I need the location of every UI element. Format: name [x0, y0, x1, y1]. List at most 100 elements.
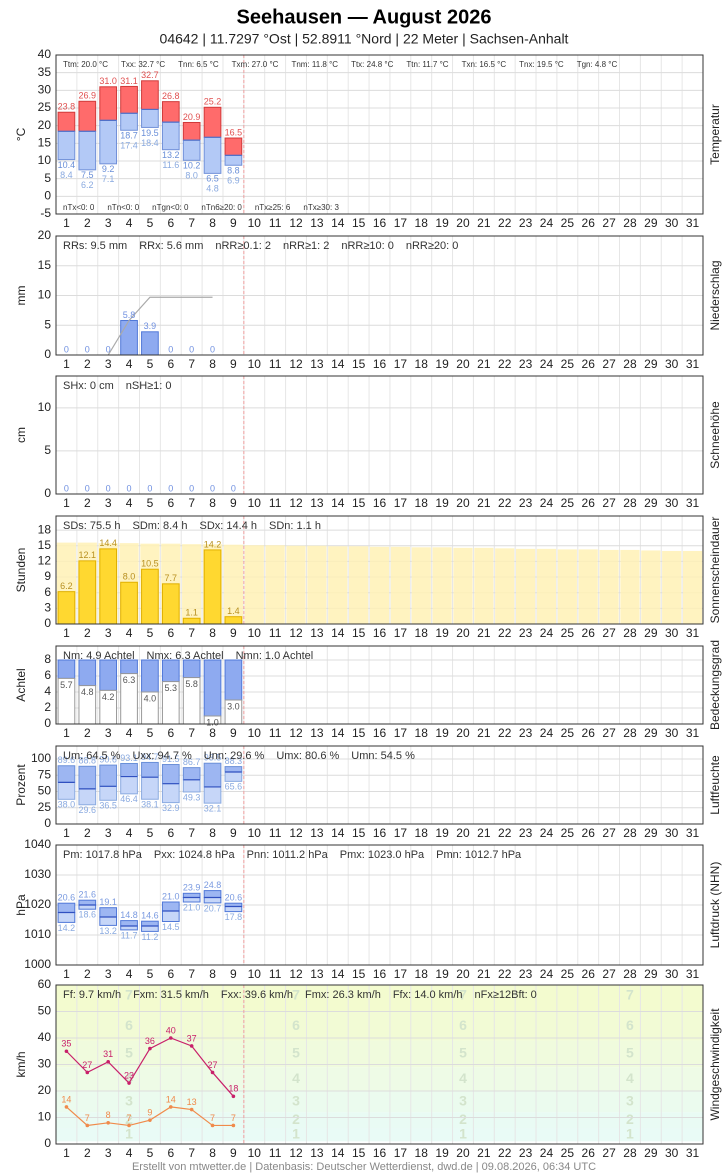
panel-frame [55, 54, 704, 215]
panel-frame [55, 375, 704, 495]
wind-point [210, 1070, 215, 1075]
annotation: nTn6≥20: 0 [201, 203, 242, 212]
y-axis-label: cm [14, 427, 28, 443]
panel-layer [56, 236, 703, 355]
data-label: 16.5 [225, 127, 243, 137]
x-tick-label: 7 [188, 1146, 195, 1160]
y-axis-label: hPa [14, 894, 28, 916]
panel-layer [56, 516, 703, 624]
x-tick-label: 16 [373, 726, 387, 740]
data-label: 19.1 [99, 897, 117, 907]
data-label: 7.1 [102, 174, 115, 184]
data-label: 88.3 [225, 756, 243, 766]
cloud-bar [203, 659, 222, 717]
upper-bar [99, 86, 118, 121]
y-tick-label: 15 [38, 258, 52, 272]
x-tick-label: 3 [105, 967, 112, 981]
data-label: 37 [187, 1033, 197, 1043]
data-label: 4.0 [144, 693, 157, 703]
x-tick-label: 6 [167, 216, 174, 230]
x-tick-label: 16 [373, 626, 387, 640]
y-tick-label: 40 [38, 1030, 52, 1044]
background-bar [223, 544, 244, 624]
data-label: 0 [147, 483, 152, 493]
y-tick-label: 0 [44, 616, 51, 630]
annotation: nTx≥25: 6 [255, 203, 291, 212]
data-label: 7.7 [165, 573, 178, 583]
x-tick-label: 13 [310, 826, 324, 840]
upper-bar [78, 899, 97, 906]
beaufort-band [56, 1040, 703, 1068]
x-tick-label: 15 [352, 496, 366, 510]
lower-bar [161, 783, 180, 804]
x-tick-label: 27 [602, 496, 616, 510]
x-tick-label: 28 [623, 216, 637, 230]
data-label: 11.2 [141, 932, 158, 942]
wind-point [148, 1046, 152, 1051]
x-tick-label: 4 [126, 626, 133, 640]
x-tick-label: 12 [289, 216, 303, 230]
annotation: SHx: 0 cm [63, 380, 114, 392]
data-label: 0 [189, 483, 194, 493]
x-tick-label: 28 [623, 726, 637, 740]
x-tick-label: 28 [623, 496, 637, 510]
x-tick-label: 11 [269, 1146, 282, 1160]
data-label: 23.9 [183, 883, 201, 893]
x-tick-label: 9 [230, 626, 237, 640]
y-tick-label: 2 [44, 700, 51, 714]
bar [224, 616, 243, 624]
x-tick-label: 21 [477, 626, 491, 640]
data-label: 23 [124, 1070, 134, 1080]
x-tick-label: 1 [63, 726, 70, 740]
wind-point [64, 1049, 69, 1054]
background-bar [557, 549, 577, 624]
annotation: Nmx: 6.3 Achtel [147, 650, 224, 662]
title: Seehausen — August 2026 [237, 6, 492, 28]
annotation: Ff: 9.7 km/h [63, 989, 121, 1001]
x-tick-label: 2 [84, 726, 91, 740]
data-label: 20.7 [204, 903, 222, 913]
beaufort-label: 6 [626, 1017, 634, 1033]
subtitle: 04642 | 11.7297 °Ost | 52.8911 °Nord | 2… [160, 31, 569, 47]
x-tick-label: 20 [456, 216, 470, 230]
annotation: Tnn: 6.5 °C [178, 60, 219, 69]
panel-label: Luftfeuchte [708, 755, 722, 815]
y-tick-label: -5 [40, 206, 51, 220]
x-tick-label: 23 [519, 967, 533, 981]
data-label: 1.1 [185, 608, 198, 618]
data-label: 14.5 [162, 922, 180, 932]
data-label: 8.4 [60, 170, 73, 180]
data-label: 35 [61, 1039, 71, 1049]
x-tick-label: 19 [435, 1146, 449, 1160]
x-tick-label: 10 [248, 216, 262, 230]
x-tick-label: 8 [209, 1146, 216, 1160]
beaufort-label: 5 [459, 1045, 467, 1061]
x-tick-label: 23 [519, 216, 533, 230]
background-bar [411, 547, 431, 624]
data-label: 7 [85, 1113, 90, 1123]
beaufort-label: 5 [626, 1045, 634, 1061]
x-tick-label: 25 [561, 1146, 575, 1160]
x-tick-label: 18 [415, 726, 429, 740]
lower-bar [78, 904, 97, 910]
x-tick-label: 16 [373, 1146, 387, 1160]
beaufort-label: 7 [292, 986, 300, 1002]
y-axis-label: km/h [14, 1051, 28, 1077]
y-tick-label: 5 [44, 443, 51, 457]
x-tick-label: 27 [602, 726, 616, 740]
beaufort-label: 4 [459, 1070, 467, 1086]
x-tick-label: 2 [84, 967, 91, 981]
clear-bar [57, 677, 76, 724]
x-tick-label: 19 [435, 357, 449, 371]
data-label: 11.6 [162, 160, 179, 170]
x-tick-label: 10 [248, 826, 262, 840]
data-label: 5.3 [165, 683, 178, 693]
x-tick-label: 10 [248, 496, 262, 510]
x-tick-label: 8 [209, 726, 216, 740]
x-tick-label: 27 [602, 1146, 616, 1160]
y-tick-label: 30 [38, 83, 52, 97]
upper-bar [57, 902, 76, 914]
bar [182, 617, 201, 624]
x-tick-label: 27 [602, 967, 616, 981]
footer: Erstellt von mtwetter.de | Datenbasis: D… [132, 1161, 596, 1173]
